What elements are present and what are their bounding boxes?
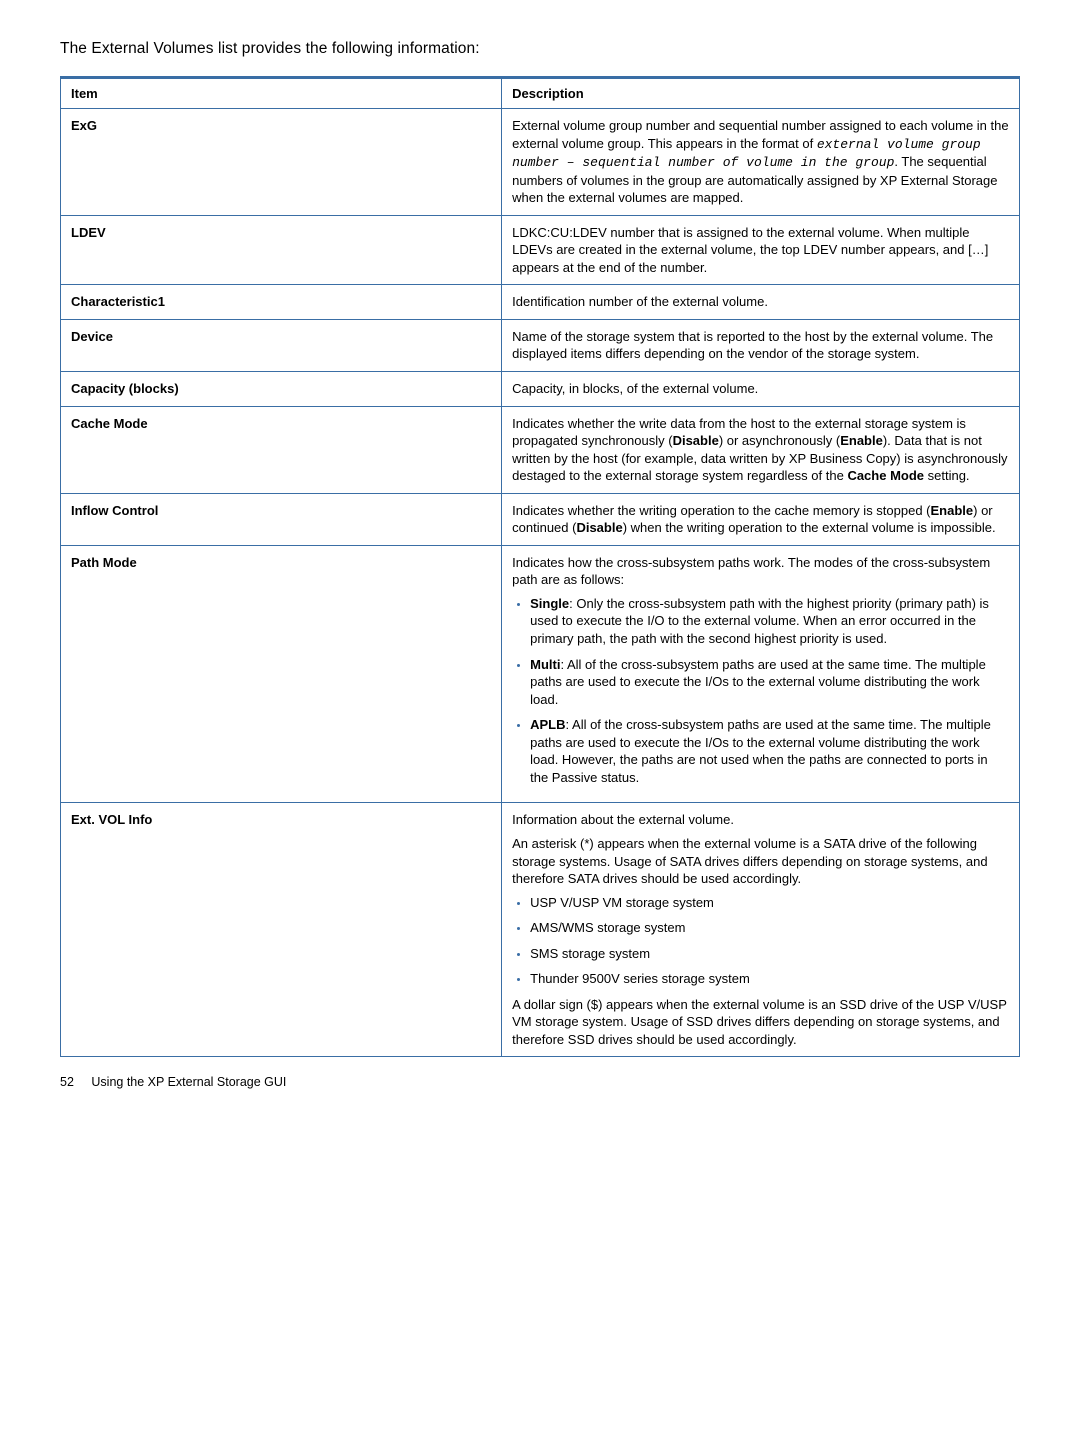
- external-volumes-table: Item Description ExG External volume gro…: [60, 76, 1020, 1057]
- table-row: Capacity (blocks) Capacity, in blocks, o…: [61, 372, 1020, 407]
- page-number: 52: [60, 1075, 74, 1089]
- item-cache-mode: Cache Mode: [61, 406, 502, 493]
- item-inflow-control: Inflow Control: [61, 493, 502, 545]
- list-item: Thunder 9500V series storage system: [530, 970, 1009, 988]
- desc-characteristic1: Identification number of the external vo…: [502, 285, 1020, 320]
- path-mode-list: Single: Only the cross-subsystem path wi…: [512, 595, 1009, 786]
- list-item: AMS/WMS storage system: [530, 919, 1009, 937]
- header-item: Item: [61, 78, 502, 109]
- item-exg: ExG: [61, 109, 502, 216]
- item-path-mode: Path Mode: [61, 545, 502, 803]
- desc-ext-vol-info: Information about the external volume. A…: [502, 803, 1020, 1057]
- list-item: SMS storage system: [530, 945, 1009, 963]
- intro-text: The External Volumes list provides the f…: [60, 40, 1020, 58]
- item-characteristic1: Characteristic1: [61, 285, 502, 320]
- desc-ldev: LDKC:CU:LDEV number that is assigned to …: [502, 215, 1020, 285]
- header-description: Description: [502, 78, 1020, 109]
- desc-exg: External volume group number and sequent…: [502, 109, 1020, 216]
- item-ldev: LDEV: [61, 215, 502, 285]
- table-row: ExG External volume group number and seq…: [61, 109, 1020, 216]
- item-capacity: Capacity (blocks): [61, 372, 502, 407]
- table-row: Inflow Control Indicates whether the wri…: [61, 493, 1020, 545]
- desc-path-mode: Indicates how the cross-subsystem paths …: [502, 545, 1020, 803]
- desc-capacity: Capacity, in blocks, of the external vol…: [502, 372, 1020, 407]
- item-ext-vol-info: Ext. VOL Info: [61, 803, 502, 1057]
- ext-vol-list: USP V/USP VM storage system AMS/WMS stor…: [512, 894, 1009, 988]
- table-row: Path Mode Indicates how the cross-subsys…: [61, 545, 1020, 803]
- list-item: Multi: All of the cross-subsystem paths …: [530, 656, 1009, 709]
- section-title: Using the XP External Storage GUI: [91, 1075, 286, 1089]
- list-item: Single: Only the cross-subsystem path wi…: [530, 595, 1009, 648]
- page-footer: 52 Using the XP External Storage GUI: [60, 1075, 1020, 1089]
- table-row: LDEV LDKC:CU:LDEV number that is assigne…: [61, 215, 1020, 285]
- table-row: Ext. VOL Info Information about the exte…: [61, 803, 1020, 1057]
- desc-inflow-control: Indicates whether the writing operation …: [502, 493, 1020, 545]
- header-row: Item Description: [61, 78, 1020, 109]
- list-item: USP V/USP VM storage system: [530, 894, 1009, 912]
- table-row: Device Name of the storage system that i…: [61, 319, 1020, 371]
- desc-device: Name of the storage system that is repor…: [502, 319, 1020, 371]
- desc-cache-mode: Indicates whether the write data from th…: [502, 406, 1020, 493]
- item-device: Device: [61, 319, 502, 371]
- table-row: Cache Mode Indicates whether the write d…: [61, 406, 1020, 493]
- table-row: Characteristic1 Identification number of…: [61, 285, 1020, 320]
- list-item: APLB: All of the cross-subsystem paths a…: [530, 716, 1009, 786]
